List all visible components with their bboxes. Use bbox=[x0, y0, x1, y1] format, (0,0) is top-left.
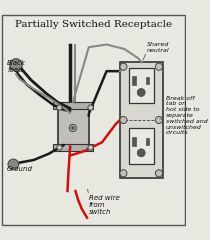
Text: Ground: Ground bbox=[7, 166, 33, 172]
Text: Shared
neutral: Shared neutral bbox=[147, 42, 169, 53]
Bar bbox=[129, 68, 154, 103]
Circle shape bbox=[155, 170, 163, 177]
Circle shape bbox=[57, 105, 62, 110]
Circle shape bbox=[138, 89, 145, 96]
Bar bbox=[146, 77, 149, 84]
Circle shape bbox=[88, 145, 93, 150]
Circle shape bbox=[57, 145, 62, 150]
Circle shape bbox=[138, 149, 145, 156]
Circle shape bbox=[71, 127, 74, 129]
Bar bbox=[146, 138, 149, 145]
Circle shape bbox=[88, 105, 93, 110]
Circle shape bbox=[120, 63, 127, 70]
Circle shape bbox=[120, 170, 127, 177]
Bar bbox=[58, 107, 89, 147]
Text: Black
feed: Black feed bbox=[7, 60, 26, 73]
Circle shape bbox=[8, 159, 19, 170]
Circle shape bbox=[155, 116, 163, 124]
Bar bbox=[53, 102, 93, 109]
Circle shape bbox=[155, 63, 163, 70]
Bar bbox=[120, 62, 163, 178]
Text: Partially Switched Receptacle: Partially Switched Receptacle bbox=[15, 20, 172, 29]
Text: Red wire
from
switch: Red wire from switch bbox=[89, 196, 119, 216]
Circle shape bbox=[10, 59, 22, 71]
Circle shape bbox=[69, 125, 76, 132]
Circle shape bbox=[138, 89, 145, 96]
Circle shape bbox=[138, 149, 145, 156]
Bar bbox=[132, 77, 136, 85]
Text: Break off
tab on
hot side to
separate
switched and
unswitched
circuits: Break off tab on hot side to separate sw… bbox=[166, 96, 208, 135]
Bar bbox=[53, 144, 93, 151]
Bar bbox=[129, 128, 154, 163]
Bar bbox=[132, 137, 136, 146]
Circle shape bbox=[120, 116, 127, 124]
